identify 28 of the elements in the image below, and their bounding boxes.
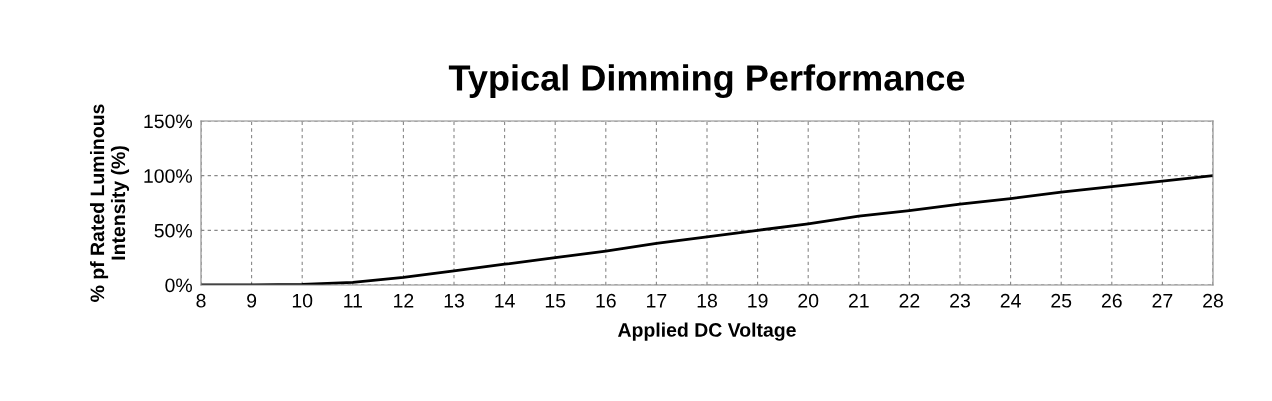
x-tick-label: 20 <box>798 293 819 308</box>
y-tick-label: 100% <box>144 169 192 183</box>
x-axis-title: Applied DC Voltage <box>618 322 796 341</box>
x-tick-label: 24 <box>1000 293 1021 308</box>
x-tick-label: 26 <box>1101 293 1122 308</box>
x-tick-label: 27 <box>1152 293 1173 308</box>
x-tick-label: 8 <box>196 293 206 308</box>
x-tick-label: 14 <box>495 294 515 308</box>
chart-title: Typical Dimming Performance <box>448 64 965 99</box>
y-tick-label: 150% <box>144 114 192 129</box>
x-tick-label: 10 <box>292 293 313 308</box>
x-tick-label: 13 <box>444 293 464 308</box>
x-tick-label: 17 <box>647 294 667 308</box>
x-tick-label: 9 <box>247 293 257 308</box>
y-tick-label: 0% <box>165 278 192 293</box>
x-tick-label: 11 <box>344 294 362 308</box>
x-tick-label: 23 <box>950 293 970 308</box>
y-tick-label: 50% <box>154 223 192 238</box>
x-tick-label: 28 <box>1203 293 1223 308</box>
x-tick-label: 25 <box>1051 293 1072 308</box>
x-tick-label: 16 <box>596 293 616 308</box>
x-tick-label: 22 <box>899 293 920 308</box>
x-tick-label: 12 <box>394 293 414 308</box>
x-tick-label: 21 <box>848 293 869 308</box>
x-tick-label: 15 <box>545 294 566 308</box>
x-tick-label: 18 <box>697 293 717 308</box>
x-tick-label: 19 <box>748 293 768 308</box>
y-axis-title: % pf Rated Luminous Intensity (%) <box>89 104 130 302</box>
